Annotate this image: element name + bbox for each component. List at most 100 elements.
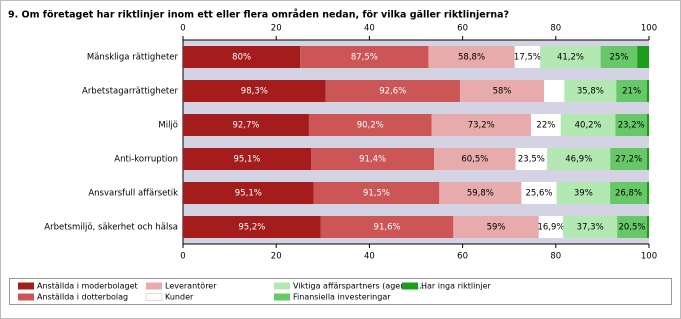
bar-segment: [453, 216, 539, 238]
bar-segment: [183, 114, 309, 136]
data-label: 80%: [232, 53, 251, 63]
bar-segment: [313, 182, 440, 204]
data-label: 37,3%: [577, 223, 604, 233]
legend-swatch: [18, 293, 34, 301]
x-tick-label: 80: [550, 24, 561, 34]
x-tick-label: 20: [271, 252, 282, 262]
legend-swatch: [402, 282, 418, 290]
x-tick-label: 0: [180, 252, 185, 262]
bar-segment: [431, 114, 531, 136]
bar-segment: [183, 148, 312, 170]
x-tick-label: 0: [180, 24, 185, 34]
legend-swatch: [146, 282, 162, 290]
x-tick-label: 40: [364, 252, 375, 262]
bar-segment: [556, 182, 611, 204]
bar-segment: [183, 46, 301, 68]
bar-segment: [544, 80, 565, 102]
bar-segment: [646, 182, 649, 204]
data-label: 40,2%: [575, 121, 602, 131]
y-tick-label: Arbetsmiljö, säkerhet och hälsa: [44, 223, 178, 233]
x-tick-label: 20: [271, 24, 282, 34]
data-label: 25%: [610, 53, 629, 63]
legend-label: Finansiella investeringar: [293, 293, 391, 302]
data-label: 39%: [574, 189, 593, 199]
data-label: 27,2%: [615, 155, 642, 165]
data-label: 95,1%: [234, 155, 261, 165]
bar-segment: [521, 182, 557, 204]
x-tick-label: 60: [457, 252, 468, 262]
chart-title: 9. Om företaget har riktlinjer inom ett …: [8, 10, 509, 21]
data-label: 25,6%: [525, 189, 552, 199]
x-tick-label: 100: [641, 24, 657, 34]
x-tick-label: 40: [364, 24, 375, 34]
bar-segment: [600, 46, 638, 68]
bar-segment: [530, 114, 561, 136]
legend-swatch: [274, 293, 290, 301]
legend-label: Leverantörer: [165, 282, 217, 291]
data-label: 60,5%: [461, 155, 488, 165]
legend-swatch: [145, 293, 163, 301]
data-label: 91,5%: [363, 189, 390, 199]
data-label: 91,6%: [374, 223, 401, 233]
bar-segment: [646, 216, 649, 238]
bar-segment: [459, 80, 545, 102]
legend-label: Kunder: [165, 293, 194, 302]
y-tick-label: Miljö: [158, 121, 178, 131]
bar-segment: [439, 182, 522, 204]
x-tick-label: 80: [550, 252, 561, 262]
data-label: 21%: [622, 87, 641, 97]
bar-segment: [320, 216, 454, 238]
bar-segment: [646, 114, 649, 136]
data-label: 35,8%: [577, 87, 604, 97]
legend-label: Anställda i moderbolaget: [37, 282, 138, 291]
bar-segment: [514, 46, 541, 68]
legend-label: Har inga riktlinjer: [421, 282, 492, 291]
bar-segment: [515, 148, 548, 170]
data-label: 23,2%: [618, 121, 645, 131]
data-label: 16,9%: [537, 223, 564, 233]
legend: [9, 278, 672, 305]
bar-segment: [615, 114, 647, 136]
bar-segment: [325, 80, 460, 102]
bar-segment: [428, 46, 515, 68]
legend-swatch: [18, 282, 34, 290]
legend-label: Viktiga affärspartners (agenter,...: [293, 282, 427, 291]
x-tick-label: 100: [641, 252, 657, 262]
y-tick-label: Mänskliga rättigheter: [87, 53, 179, 63]
data-label: 22%: [536, 121, 555, 131]
data-label: 58,8%: [458, 53, 485, 63]
bar-segment: [540, 46, 601, 68]
data-label: 26,8%: [615, 189, 642, 199]
bar-segment: [610, 148, 647, 170]
data-label: 46,9%: [565, 155, 592, 165]
legend-label: Anställda i dotterbolag: [37, 293, 128, 302]
bar-segment: [646, 80, 649, 102]
bar-segment: [311, 148, 435, 170]
data-label: 91,4%: [359, 155, 386, 165]
bar-segment: [183, 216, 321, 238]
bar-segment: [560, 114, 616, 136]
bar-segment: [617, 216, 647, 238]
bar-segment: [646, 148, 649, 170]
y-tick-label: Ansvarsfull affärsetik: [88, 189, 178, 199]
bar-segment: [563, 216, 618, 238]
bar-segment: [183, 80, 326, 102]
y-tick-label: Arbetstagarrättigheter: [82, 87, 178, 97]
data-label: 87,5%: [351, 53, 378, 63]
bar-segment: [434, 148, 516, 170]
data-label: 95,1%: [235, 189, 262, 199]
data-label: 73,2%: [468, 121, 495, 131]
data-label: 92,7%: [232, 121, 259, 131]
data-label: 90,2%: [357, 121, 384, 131]
bar-segment: [300, 46, 429, 68]
data-label: 17,5%: [514, 53, 541, 63]
data-label: 23,5%: [518, 155, 545, 165]
plot-background: [183, 40, 649, 244]
data-label: 59,8%: [467, 189, 494, 199]
data-label: 59%: [487, 223, 506, 233]
data-label: 92,6%: [379, 87, 406, 97]
bar-segment: [183, 182, 314, 204]
data-label: 41,2%: [557, 53, 584, 63]
y-tick-label: Anti-korruption: [114, 155, 178, 165]
